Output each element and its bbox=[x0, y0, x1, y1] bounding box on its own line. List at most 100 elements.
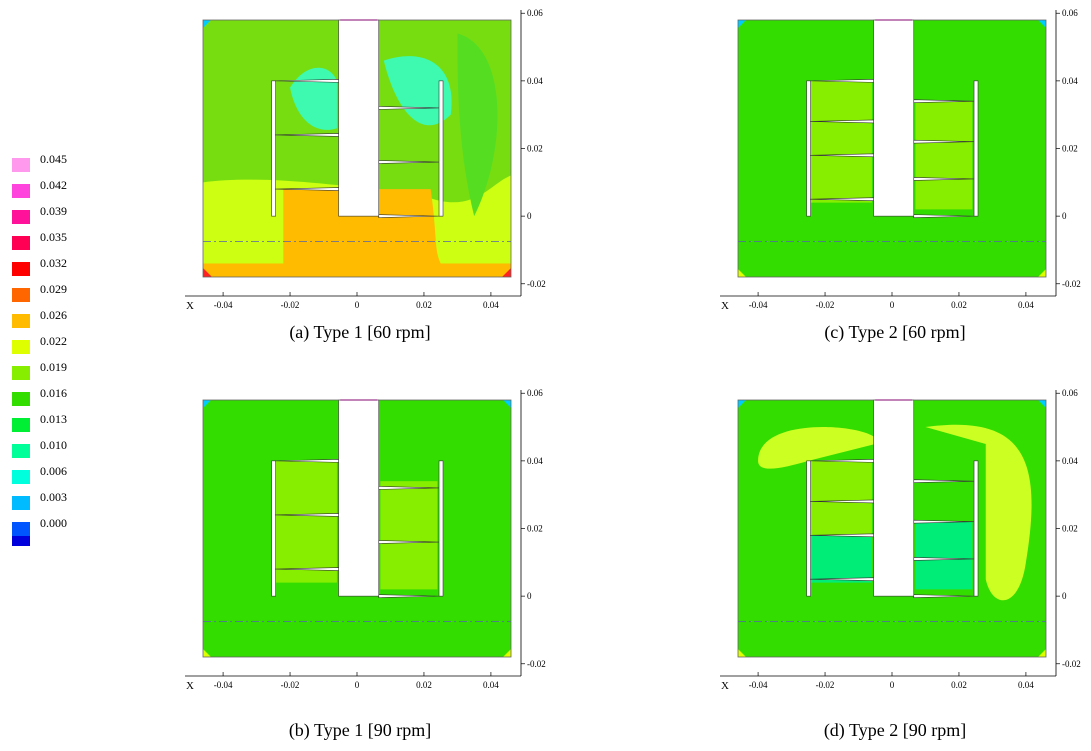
y-tick-label: -0.02 bbox=[527, 279, 546, 289]
x-tick-label: 0.04 bbox=[483, 300, 499, 310]
corner-patch bbox=[738, 20, 746, 28]
impeller-blade bbox=[913, 557, 975, 561]
impeller-blade bbox=[274, 513, 339, 517]
corner-patch bbox=[738, 269, 746, 277]
impeller-blade bbox=[274, 459, 339, 463]
corner-patch bbox=[738, 649, 746, 657]
corner-patch bbox=[1038, 400, 1046, 408]
contour-plot-d: -0.04 -0.02 0 0.02 0.04 X 0.06 0.04 0.02 0 -0.02 bbox=[720, 388, 1081, 692]
impeller-blade bbox=[378, 594, 440, 598]
right-baffle bbox=[438, 460, 444, 597]
color-legend: 0.045 0.042 0.039 0.035 0.032 0.029 0.026 0.022… bbox=[10, 152, 100, 546]
contour-region bbox=[915, 101, 973, 210]
impeller-blade bbox=[913, 177, 975, 181]
impeller-blade bbox=[809, 153, 874, 158]
impeller-blade bbox=[913, 594, 975, 598]
legend-label: 0.003 bbox=[40, 490, 67, 504]
impeller-blade bbox=[809, 459, 874, 463]
legend-swatch bbox=[12, 184, 30, 198]
y-tick-label: 0.04 bbox=[1062, 456, 1078, 466]
legend-swatch bbox=[12, 288, 30, 302]
panel-a: -0.04 -0.02 0 0.02 0.04 X 0.06 0.04 0.02 0 -0.02 (… bbox=[180, 6, 546, 342]
right-baffle bbox=[973, 460, 979, 597]
impeller-blade bbox=[274, 567, 339, 571]
impeller-blade bbox=[378, 160, 440, 164]
plot-border bbox=[202, 399, 512, 658]
y-tick-label: 0 bbox=[527, 591, 532, 601]
contour-plot-a: -0.04 -0.02 0 0.02 0.04 X 0.06 0.04 0.02 0 -0.02 bbox=[185, 8, 546, 312]
y-tick-label: 0 bbox=[1062, 211, 1067, 221]
impeller-blade bbox=[913, 479, 975, 483]
impeller-blade bbox=[809, 533, 874, 538]
impeller-shaft bbox=[873, 399, 915, 597]
impeller-blade bbox=[809, 119, 874, 124]
impeller-blade bbox=[809, 499, 874, 504]
corner-patch bbox=[203, 649, 211, 657]
y-tick-label: 0 bbox=[1062, 591, 1067, 601]
x-axis-name: X bbox=[186, 680, 194, 692]
left-baffle bbox=[271, 80, 276, 217]
impeller-blade bbox=[378, 486, 440, 490]
corner-patch bbox=[502, 268, 511, 277]
contour-region bbox=[273, 460, 337, 583]
impeller-blade bbox=[809, 577, 874, 582]
corner-patch bbox=[203, 268, 212, 277]
y-tick-label: 0.02 bbox=[1062, 524, 1078, 534]
x-tick-label: -0.02 bbox=[281, 680, 300, 690]
impeller-blade bbox=[274, 133, 339, 137]
legend-swatch bbox=[12, 418, 30, 432]
legend-label: 0.032 bbox=[40, 256, 67, 270]
x-axis-name: X bbox=[721, 680, 729, 692]
caption-a: (a) Type 1 [60 rpm] bbox=[289, 322, 431, 342]
contour-region bbox=[203, 189, 511, 277]
plot-border bbox=[737, 399, 1047, 658]
impeller-shaft bbox=[338, 19, 380, 217]
corner-patch bbox=[203, 20, 211, 28]
corner-patch bbox=[503, 649, 511, 657]
impeller-blade bbox=[378, 214, 440, 218]
y-tick-label: 0.04 bbox=[1062, 76, 1078, 86]
corner-patch bbox=[1038, 649, 1046, 657]
x-tick-label: 0.04 bbox=[1018, 680, 1034, 690]
corner-patch bbox=[203, 400, 211, 408]
legend-swatch bbox=[12, 392, 30, 406]
impeller-blade bbox=[913, 139, 975, 144]
contour-plot-c: -0.04 -0.02 0 0.02 0.04 X 0.06 0.04 0.02 0 -0.02 bbox=[720, 8, 1081, 312]
contour-region bbox=[758, 427, 877, 469]
x-axis-name: X bbox=[186, 300, 194, 312]
x-tick-label: 0.02 bbox=[951, 300, 967, 310]
y-tick-label: 0.02 bbox=[527, 144, 543, 154]
impeller-blade bbox=[274, 79, 339, 83]
x-tick-label: 0 bbox=[355, 300, 360, 310]
x-tick-label: -0.04 bbox=[214, 680, 233, 690]
left-baffle bbox=[806, 80, 811, 217]
legend-label: 0.013 bbox=[40, 412, 67, 426]
contour-region bbox=[808, 460, 872, 536]
legend-swatch bbox=[12, 536, 30, 546]
legend-label: 0.010 bbox=[40, 438, 67, 452]
y-tick-label: 0.06 bbox=[1062, 388, 1078, 398]
y-tick-label: 0 bbox=[527, 211, 532, 221]
impeller-blade bbox=[378, 106, 440, 110]
corner-patch bbox=[738, 400, 746, 408]
legend-swatch bbox=[12, 262, 30, 276]
y-tick-label: 0.04 bbox=[527, 456, 543, 466]
legend-label: 0.022 bbox=[40, 334, 67, 348]
x-tick-label: 0 bbox=[355, 680, 360, 690]
x-tick-label: 0.02 bbox=[416, 680, 432, 690]
left-baffle bbox=[806, 460, 811, 597]
impeller-blade bbox=[274, 187, 339, 191]
contour-region bbox=[380, 481, 438, 590]
contour-region bbox=[925, 424, 1032, 601]
legend-swatch bbox=[12, 210, 30, 224]
legend-swatch bbox=[12, 236, 30, 250]
legend-label: 0.016 bbox=[40, 386, 67, 400]
impeller-blade bbox=[913, 519, 975, 524]
legend-label: 0.039 bbox=[40, 204, 67, 218]
impeller-blade bbox=[809, 197, 874, 202]
y-tick-label: 0.06 bbox=[527, 388, 543, 398]
legend-label: 0.035 bbox=[40, 230, 67, 244]
legend-label: 0.000 bbox=[40, 516, 67, 530]
plot-border bbox=[737, 19, 1047, 278]
left-baffle bbox=[271, 460, 276, 597]
